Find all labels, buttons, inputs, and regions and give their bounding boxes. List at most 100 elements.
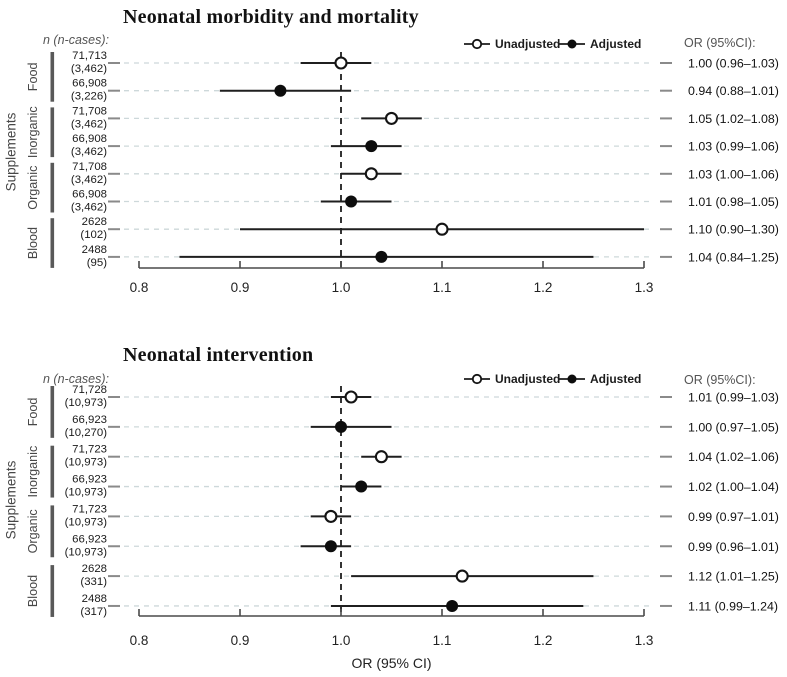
- panel-morbidity-mortality: Neonatal morbidity and mortality n (n-ca…: [4, 6, 779, 295]
- side-label: Supplements: [4, 112, 19, 191]
- n-label: 2628: [82, 216, 107, 228]
- x-axis-label: OR (95% CI): [351, 655, 431, 671]
- n-cases-label: (102): [80, 229, 107, 241]
- side-label: Supplements: [4, 460, 19, 539]
- legend: Unadjusted Adjusted: [464, 372, 641, 386]
- axis-tick-label: 0.8: [130, 280, 149, 295]
- n-cases-label: (10,973): [65, 397, 108, 409]
- group-bar: [50, 52, 55, 102]
- panel-body: 71,728(10,973) 1.01 (0.99–1.03)66,923(10,…: [4, 384, 779, 671]
- group-bar: [50, 218, 55, 268]
- n-cases-label: (3,226): [71, 91, 107, 103]
- legend: Unadjusted Adjusted: [464, 37, 641, 51]
- axis-tick-label: 1.0: [332, 633, 351, 648]
- n-label: 66,923: [72, 414, 107, 426]
- or-column-header: OR (95%CI):: [684, 36, 756, 50]
- or-value-label: 1.00 (0.97–1.05): [688, 420, 779, 434]
- n-cases-header: n (n-cases):: [43, 33, 109, 47]
- n-cases-header: n (n-cases):: [43, 372, 109, 386]
- or-point-unadjusted: [374, 450, 388, 464]
- n-cases-label: (10,270): [65, 427, 108, 439]
- n-cases-label: (3,462): [71, 63, 107, 75]
- or-point-unadjusted: [344, 390, 358, 404]
- group-label: Organic: [26, 166, 40, 210]
- n-label: 71,728: [72, 384, 107, 396]
- or-point-adjusted: [345, 195, 358, 208]
- group-bar: [50, 386, 55, 438]
- or-point-adjusted: [355, 480, 368, 493]
- panel-intervention: Neonatal intervention n (n-cases): Unadj…: [4, 344, 779, 671]
- n-cases-label: (3,462): [71, 202, 107, 214]
- or-value-label: 0.94 (0.88–1.01): [688, 84, 779, 98]
- axis-tick-label: 1.3: [635, 280, 654, 295]
- or-point-adjusted: [324, 540, 337, 553]
- or-value-label: 0.99 (0.96–1.01): [688, 540, 779, 554]
- n-label: 71,723: [72, 503, 107, 515]
- n-cases-label: (10,973): [65, 516, 108, 528]
- or-point-adjusted: [335, 420, 347, 433]
- or-value-label: 1.00 (0.96–1.03): [688, 57, 779, 71]
- or-point-unadjusted: [455, 569, 469, 583]
- n-cases-label: (95): [87, 257, 107, 269]
- n-cases-label: (10,973): [65, 457, 108, 469]
- or-point-adjusted: [446, 599, 459, 612]
- axis-tick-label: 1.2: [534, 633, 553, 648]
- or-point-unadjusted: [364, 167, 378, 181]
- group-bar: [50, 505, 55, 558]
- n-label: 71,708: [72, 105, 107, 117]
- or-value-label: 1.05 (1.02–1.08): [688, 112, 779, 126]
- legend-unadjusted-label: Unadjusted: [495, 37, 560, 51]
- legend-unadjusted-marker-icon: [471, 38, 483, 50]
- group-label: Inorganic: [26, 106, 40, 158]
- n-label: 2488: [82, 593, 107, 605]
- panel-body: 71,713(3,462) 1.00 (0.96–1.03)66,908(3,22…: [4, 50, 779, 295]
- or-column-header: OR (95%CI):: [684, 373, 756, 387]
- n-label: 66,908: [72, 133, 107, 145]
- axis-tick-label: 1.0: [332, 280, 351, 295]
- axis-tick-label: 1.3: [635, 633, 654, 648]
- n-label: 66,923: [72, 533, 107, 545]
- n-cases-label: (317): [80, 606, 107, 618]
- or-value-label: 0.99 (0.97–1.01): [688, 510, 779, 524]
- group-bar: [50, 107, 55, 158]
- or-value-label: 1.11 (0.99–1.24): [688, 599, 778, 613]
- legend-adjusted-label: Adjusted: [590, 372, 641, 386]
- axis-tick-label: 1.1: [433, 633, 452, 648]
- axis-tick-label: 0.8: [130, 633, 149, 648]
- legend-adjusted-marker-icon: [567, 374, 577, 384]
- or-value-label: 1.03 (1.00–1.06): [688, 167, 779, 181]
- or-value-label: 1.03 (0.99–1.06): [688, 140, 779, 154]
- n-label: 2628: [82, 563, 107, 575]
- or-point-adjusted: [274, 84, 287, 97]
- axis-tick-label: 0.9: [231, 280, 250, 295]
- or-point-unadjusted: [384, 111, 399, 125]
- n-cases-label: (3,462): [71, 118, 107, 130]
- or-value-label: 1.02 (1.00–1.04): [688, 480, 779, 494]
- n-label: 71,723: [72, 444, 107, 456]
- n-label: 71,708: [72, 161, 107, 173]
- group-label: Blood: [26, 575, 40, 607]
- n-cases-label: (3,462): [71, 174, 107, 186]
- axis-tick-label: 1.1: [433, 280, 452, 295]
- panel-title: Neonatal intervention: [123, 344, 313, 366]
- or-value-label: 1.12 (1.01–1.25): [688, 570, 779, 584]
- or-point-adjusted: [365, 140, 378, 153]
- group-label: Organic: [26, 509, 40, 553]
- n-cases-label: (331): [80, 576, 107, 588]
- n-cases-label: (10,973): [65, 487, 108, 499]
- n-label: 2488: [82, 244, 107, 256]
- or-point-adjusted: [375, 250, 388, 263]
- axis-tick-label: 0.9: [231, 633, 250, 648]
- group-label: Inorganic: [26, 446, 40, 498]
- panel-title: Neonatal morbidity and mortality: [123, 6, 419, 28]
- n-cases-label: (10,973): [65, 546, 108, 558]
- group-bar: [50, 162, 55, 213]
- or-value-label: 1.04 (0.84–1.25): [688, 250, 779, 264]
- or-point-unadjusted: [324, 509, 338, 523]
- legend-adjusted-label: Adjusted: [590, 37, 641, 51]
- legend-unadjusted-label: Unadjusted: [495, 372, 560, 386]
- group-label: Food: [26, 398, 40, 427]
- or-value-label: 1.10 (0.90–1.30): [688, 223, 779, 237]
